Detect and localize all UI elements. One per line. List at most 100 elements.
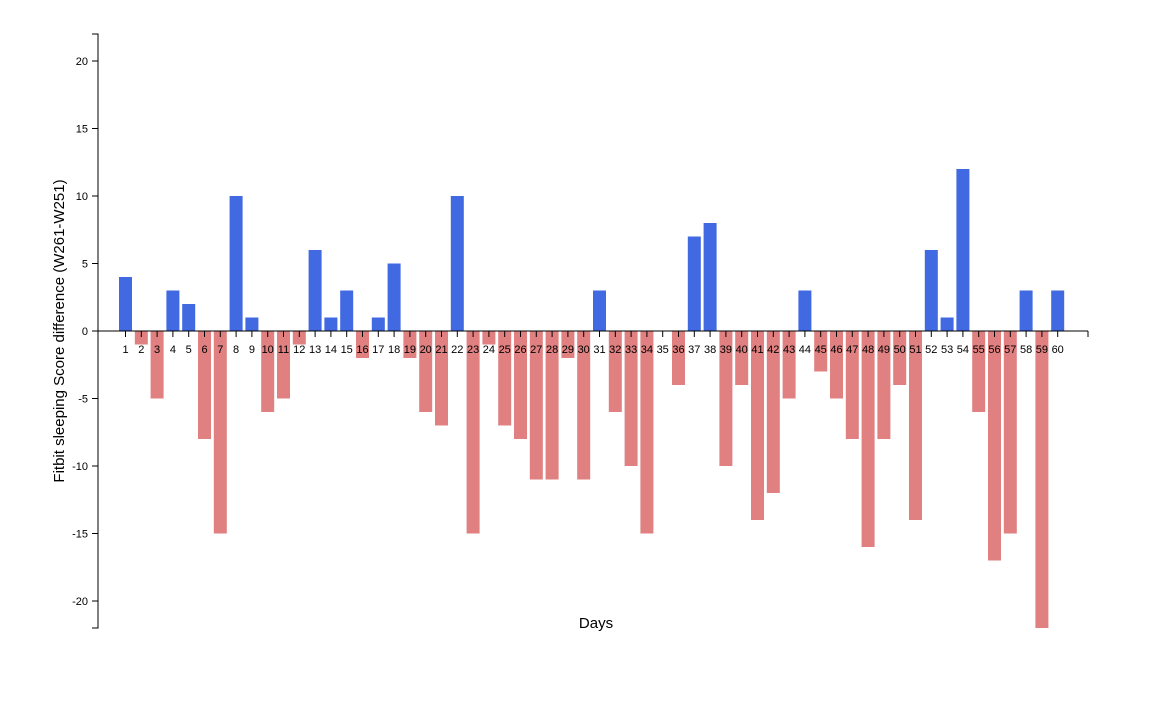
bar-day-51 [909, 331, 922, 520]
x-tick-label: 1 [122, 344, 128, 356]
bar-day-9 [245, 317, 259, 331]
bar-day-33 [624, 331, 638, 466]
x-tick-label: 16 [356, 344, 368, 356]
x-tick-label: 20 [420, 344, 432, 356]
bar-day-19 [403, 331, 417, 358]
bar-day-6 [198, 331, 211, 439]
x-tick-label: 47 [846, 344, 858, 356]
bar-day-11 [277, 331, 290, 399]
y-tick-label: 10 [76, 191, 88, 203]
bar-day-44 [798, 290, 812, 331]
x-tick-label: 30 [578, 344, 590, 356]
bar-day-23 [466, 331, 480, 534]
bar-day-10 [261, 331, 275, 412]
bar-day-41 [751, 331, 764, 520]
bar-day-22 [450, 196, 464, 331]
bar-day-4 [166, 290, 180, 331]
bar-day-37 [687, 236, 701, 331]
x-tick-label: 21 [435, 344, 447, 356]
x-tick-label: 6 [201, 344, 207, 356]
bar-day-38 [703, 223, 717, 331]
x-tick-label: 37 [688, 344, 700, 356]
x-tick-label: 54 [957, 344, 969, 356]
bar-day-40 [735, 331, 749, 385]
bars-group [119, 169, 1065, 628]
bar-day-56 [988, 331, 1001, 561]
x-tick-label: 48 [862, 344, 874, 356]
bar-day-12 [292, 331, 306, 345]
x-tick-label: 23 [467, 344, 479, 356]
x-tick-label: 13 [309, 344, 321, 356]
bar-day-39 [719, 331, 733, 466]
bar-day-32 [608, 331, 622, 412]
bar-day-27 [529, 331, 543, 480]
x-tick-label: 27 [530, 344, 542, 356]
bar-day-20 [419, 331, 433, 412]
bar-day-1 [119, 277, 132, 331]
x-tick-label: 26 [514, 344, 526, 356]
bar-day-21 [435, 331, 448, 426]
bar-day-29 [561, 331, 575, 358]
x-tick-label: 4 [170, 344, 176, 356]
x-tick-label: 51 [909, 344, 921, 356]
y-tick-label: 20 [76, 56, 88, 68]
bar-day-3 [150, 331, 164, 399]
bar-day-14 [324, 317, 338, 331]
x-tick-label: 32 [609, 344, 621, 356]
y-axis-title: Fitbit sleeping Score difference (W261-W… [51, 179, 68, 482]
bar-day-60 [1051, 290, 1065, 331]
x-tick-label: 56 [988, 344, 1000, 356]
bar-day-30 [577, 331, 591, 480]
x-tick-label: 12 [293, 344, 305, 356]
x-tick-label: 11 [278, 344, 289, 356]
bar-day-16 [356, 331, 369, 358]
x-tick-label: 53 [941, 344, 953, 356]
y-axis: 20 15 10 5 0 -5 -10 -15 -20 [72, 33, 99, 629]
x-tick-label: 15 [341, 344, 353, 356]
x-tick-label: 41 [751, 344, 763, 356]
x-tick-label: 22 [451, 344, 463, 356]
y-tick-label: 0 [82, 326, 88, 338]
x-tick-label: 45 [815, 344, 827, 356]
bar-day-28 [545, 331, 559, 480]
x-tick-label: 40 [736, 344, 748, 356]
bar-day-59 [1035, 331, 1049, 628]
y-tick-label: 15 [76, 124, 88, 136]
bar-day-55 [972, 331, 986, 412]
bar-day-15 [340, 290, 354, 331]
bar-day-34 [640, 331, 654, 534]
x-tick-label: 38 [704, 344, 716, 356]
y-tick-label: -20 [72, 596, 88, 608]
x-tick-label: 5 [186, 344, 192, 356]
bar-day-17 [371, 317, 385, 331]
x-tick-label: 35 [657, 344, 669, 356]
x-tick-label: 10 [262, 344, 274, 356]
bar-day-48 [861, 331, 875, 547]
x-tick-label: 57 [1004, 344, 1016, 356]
x-tick-label: 36 [672, 344, 684, 356]
x-tick-label: 55 [973, 344, 985, 356]
x-tick-label: 31 [593, 344, 605, 356]
bar-day-31 [593, 290, 606, 331]
x-tick-label: 58 [1020, 344, 1032, 356]
x-tick-label: 52 [925, 344, 937, 356]
bar-day-54 [956, 169, 970, 331]
bar-day-2 [134, 331, 148, 345]
bar-day-58 [1019, 290, 1033, 331]
x-axis: 1 2 3 4 5 6 7 8 9 10 11 12 13 14 15 16 17 18 19 20 21 22 23 24 2… [98, 330, 1089, 356]
x-tick-label: 43 [783, 344, 795, 356]
x-tick-label: 49 [878, 344, 890, 356]
x-tick-label: 7 [217, 344, 223, 356]
x-tick-label: 28 [546, 344, 558, 356]
bar-day-49 [877, 331, 891, 439]
x-tick-label: 50 [894, 344, 906, 356]
x-tick-label: 18 [388, 344, 400, 356]
x-tick-label: 25 [499, 344, 511, 356]
bar-day-24 [482, 331, 496, 345]
x-tick-label: 59 [1036, 344, 1048, 356]
y-tick-label: 5 [82, 259, 88, 271]
x-tick-label: 29 [562, 344, 574, 356]
bar-day-18 [387, 263, 401, 331]
x-tick-label: 34 [641, 344, 653, 356]
